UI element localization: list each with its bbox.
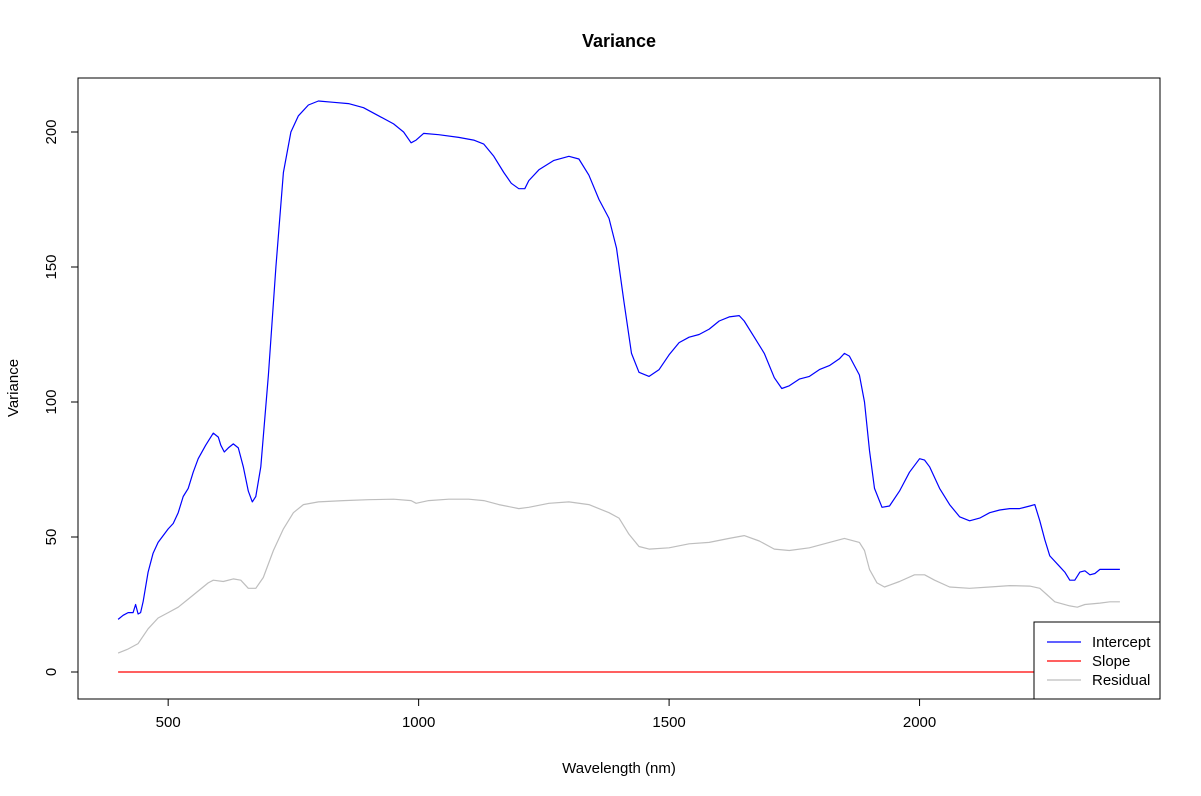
y-axis-label: Variance <box>5 359 22 417</box>
y-tick-label: 0 <box>43 668 60 676</box>
y-tick-label: 100 <box>43 389 60 414</box>
x-axis-label: Wavelength (nm) <box>562 760 676 777</box>
legend-label-residual: Residual <box>1092 672 1150 689</box>
chart-title: Variance <box>582 31 656 51</box>
legend-label-intercept: Intercept <box>1092 634 1151 651</box>
x-tick-label: 1000 <box>402 714 435 731</box>
x-tick-label: 1500 <box>652 714 685 731</box>
y-axis: 0 50 100 150 200 <box>43 119 79 676</box>
y-tick-label: 200 <box>43 119 60 144</box>
x-tick-label: 500 <box>156 714 181 731</box>
legend-label-slope: Slope <box>1092 653 1130 670</box>
series-line-residual <box>117 498 1120 654</box>
x-tick-label: 2000 <box>903 714 936 731</box>
y-tick-label: 50 <box>43 529 60 546</box>
plot-frame <box>77 77 1161 700</box>
series-line-intercept <box>117 100 1120 620</box>
series-layer <box>117 100 1120 673</box>
y-tick-label: 150 <box>43 254 60 279</box>
x-axis: 500 1000 1500 2000 <box>156 698 936 731</box>
legend: Intercept Slope Residual <box>1033 621 1161 700</box>
